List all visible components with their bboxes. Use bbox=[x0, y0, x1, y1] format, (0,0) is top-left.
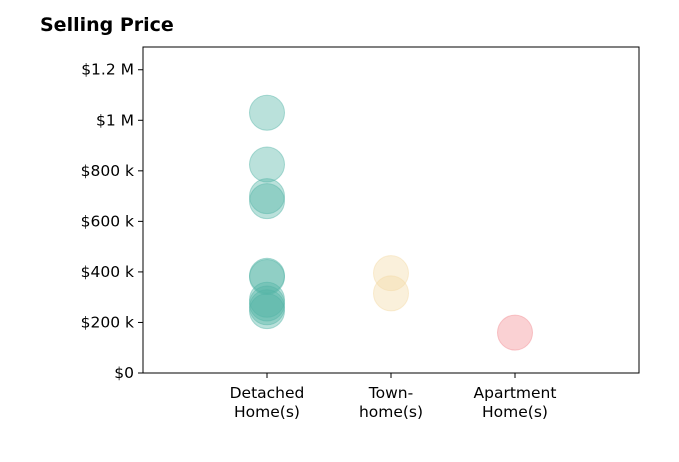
x-tick-label: Detached bbox=[230, 384, 305, 402]
x-axis: DetachedHome(s)Town-home(s)ApartmentHome… bbox=[230, 373, 557, 421]
y-tick-label: $800 k bbox=[81, 162, 134, 180]
y-tick-label: $1 M bbox=[96, 111, 134, 129]
x-tick-label: Apartment bbox=[474, 384, 557, 402]
y-axis: $0 $200 k $400 k $600 k $800 k $1 M $1.2 M bbox=[81, 61, 143, 382]
plot-frame bbox=[142, 46, 640, 374]
data-point bbox=[373, 255, 409, 292]
data-point bbox=[249, 183, 285, 220]
data-point bbox=[249, 257, 285, 294]
data-point bbox=[249, 146, 285, 183]
data-point bbox=[373, 275, 409, 312]
y-tick-label: $600 k bbox=[81, 212, 134, 230]
data-point bbox=[249, 281, 285, 318]
data-point bbox=[249, 94, 285, 131]
x-tick-label: home(s) bbox=[359, 403, 423, 421]
y-tick-label: $1.2 M bbox=[81, 61, 134, 79]
data-point bbox=[497, 314, 533, 351]
data-point bbox=[249, 258, 285, 295]
y-tick-label: $200 k bbox=[81, 313, 134, 331]
x-tick-label: Home(s) bbox=[482, 403, 548, 421]
y-tick-label: $400 k bbox=[81, 263, 134, 281]
data-point bbox=[249, 293, 285, 330]
data-point bbox=[249, 285, 285, 322]
chart-title: Selling Price bbox=[40, 14, 174, 36]
data-point bbox=[249, 178, 285, 215]
data-point bbox=[249, 289, 285, 326]
x-tick-label: Town- bbox=[368, 384, 413, 402]
x-tick-label: Home(s) bbox=[234, 403, 300, 421]
points-layer bbox=[249, 94, 533, 351]
y-tick-label: $0 bbox=[114, 364, 134, 382]
